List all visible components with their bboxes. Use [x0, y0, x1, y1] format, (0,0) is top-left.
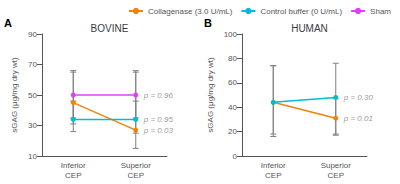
svg-text:Inferior: Inferior: [261, 161, 286, 170]
svg-text:40: 40: [228, 103, 237, 112]
svg-text:CEP: CEP: [128, 171, 144, 180]
svg-text:p = 0.30: p = 0.30: [343, 93, 374, 102]
svg-text:0: 0: [233, 152, 238, 161]
svg-text:70: 70: [28, 60, 37, 69]
svg-text:Sham: Sham: [370, 7, 391, 16]
svg-text:Control buffer (0 U/mL): Control buffer (0 U/mL): [260, 7, 342, 16]
svg-text:50: 50: [28, 91, 37, 100]
svg-text:CEP: CEP: [65, 171, 81, 180]
svg-text:CEP: CEP: [328, 171, 344, 180]
svg-text:Collagenase (3.0 U/mL): Collagenase (3.0 U/mL): [148, 7, 233, 16]
svg-text:Superior: Superior: [121, 161, 152, 170]
svg-text:HUMAN: HUMAN: [291, 23, 328, 34]
svg-text:20: 20: [228, 127, 237, 136]
svg-text:p = 0.01: p = 0.01: [343, 114, 373, 123]
svg-text:sGAG (μg/mg dry wt): sGAG (μg/mg dry wt): [206, 57, 215, 133]
svg-text:B: B: [204, 17, 212, 29]
svg-text:60: 60: [228, 78, 237, 87]
svg-text:p = 0.96: p = 0.96: [143, 91, 174, 100]
svg-text:sGAG (μg/mg dry wt): sGAG (μg/mg dry wt): [10, 57, 19, 133]
svg-text:CEP: CEP: [265, 171, 281, 180]
svg-text:p = 0.95: p = 0.95: [143, 115, 174, 124]
svg-text:100: 100: [224, 30, 238, 39]
svg-text:p = 0.03: p = 0.03: [143, 126, 174, 135]
svg-text:Superior: Superior: [321, 161, 352, 170]
svg-text:Inferior: Inferior: [61, 161, 86, 170]
svg-text:80: 80: [228, 54, 237, 63]
svg-text:BOVINE: BOVINE: [91, 23, 129, 34]
svg-text:A: A: [4, 17, 12, 29]
svg-text:30: 30: [28, 121, 37, 130]
svg-text:90: 90: [28, 30, 37, 39]
svg-text:10: 10: [28, 152, 37, 161]
